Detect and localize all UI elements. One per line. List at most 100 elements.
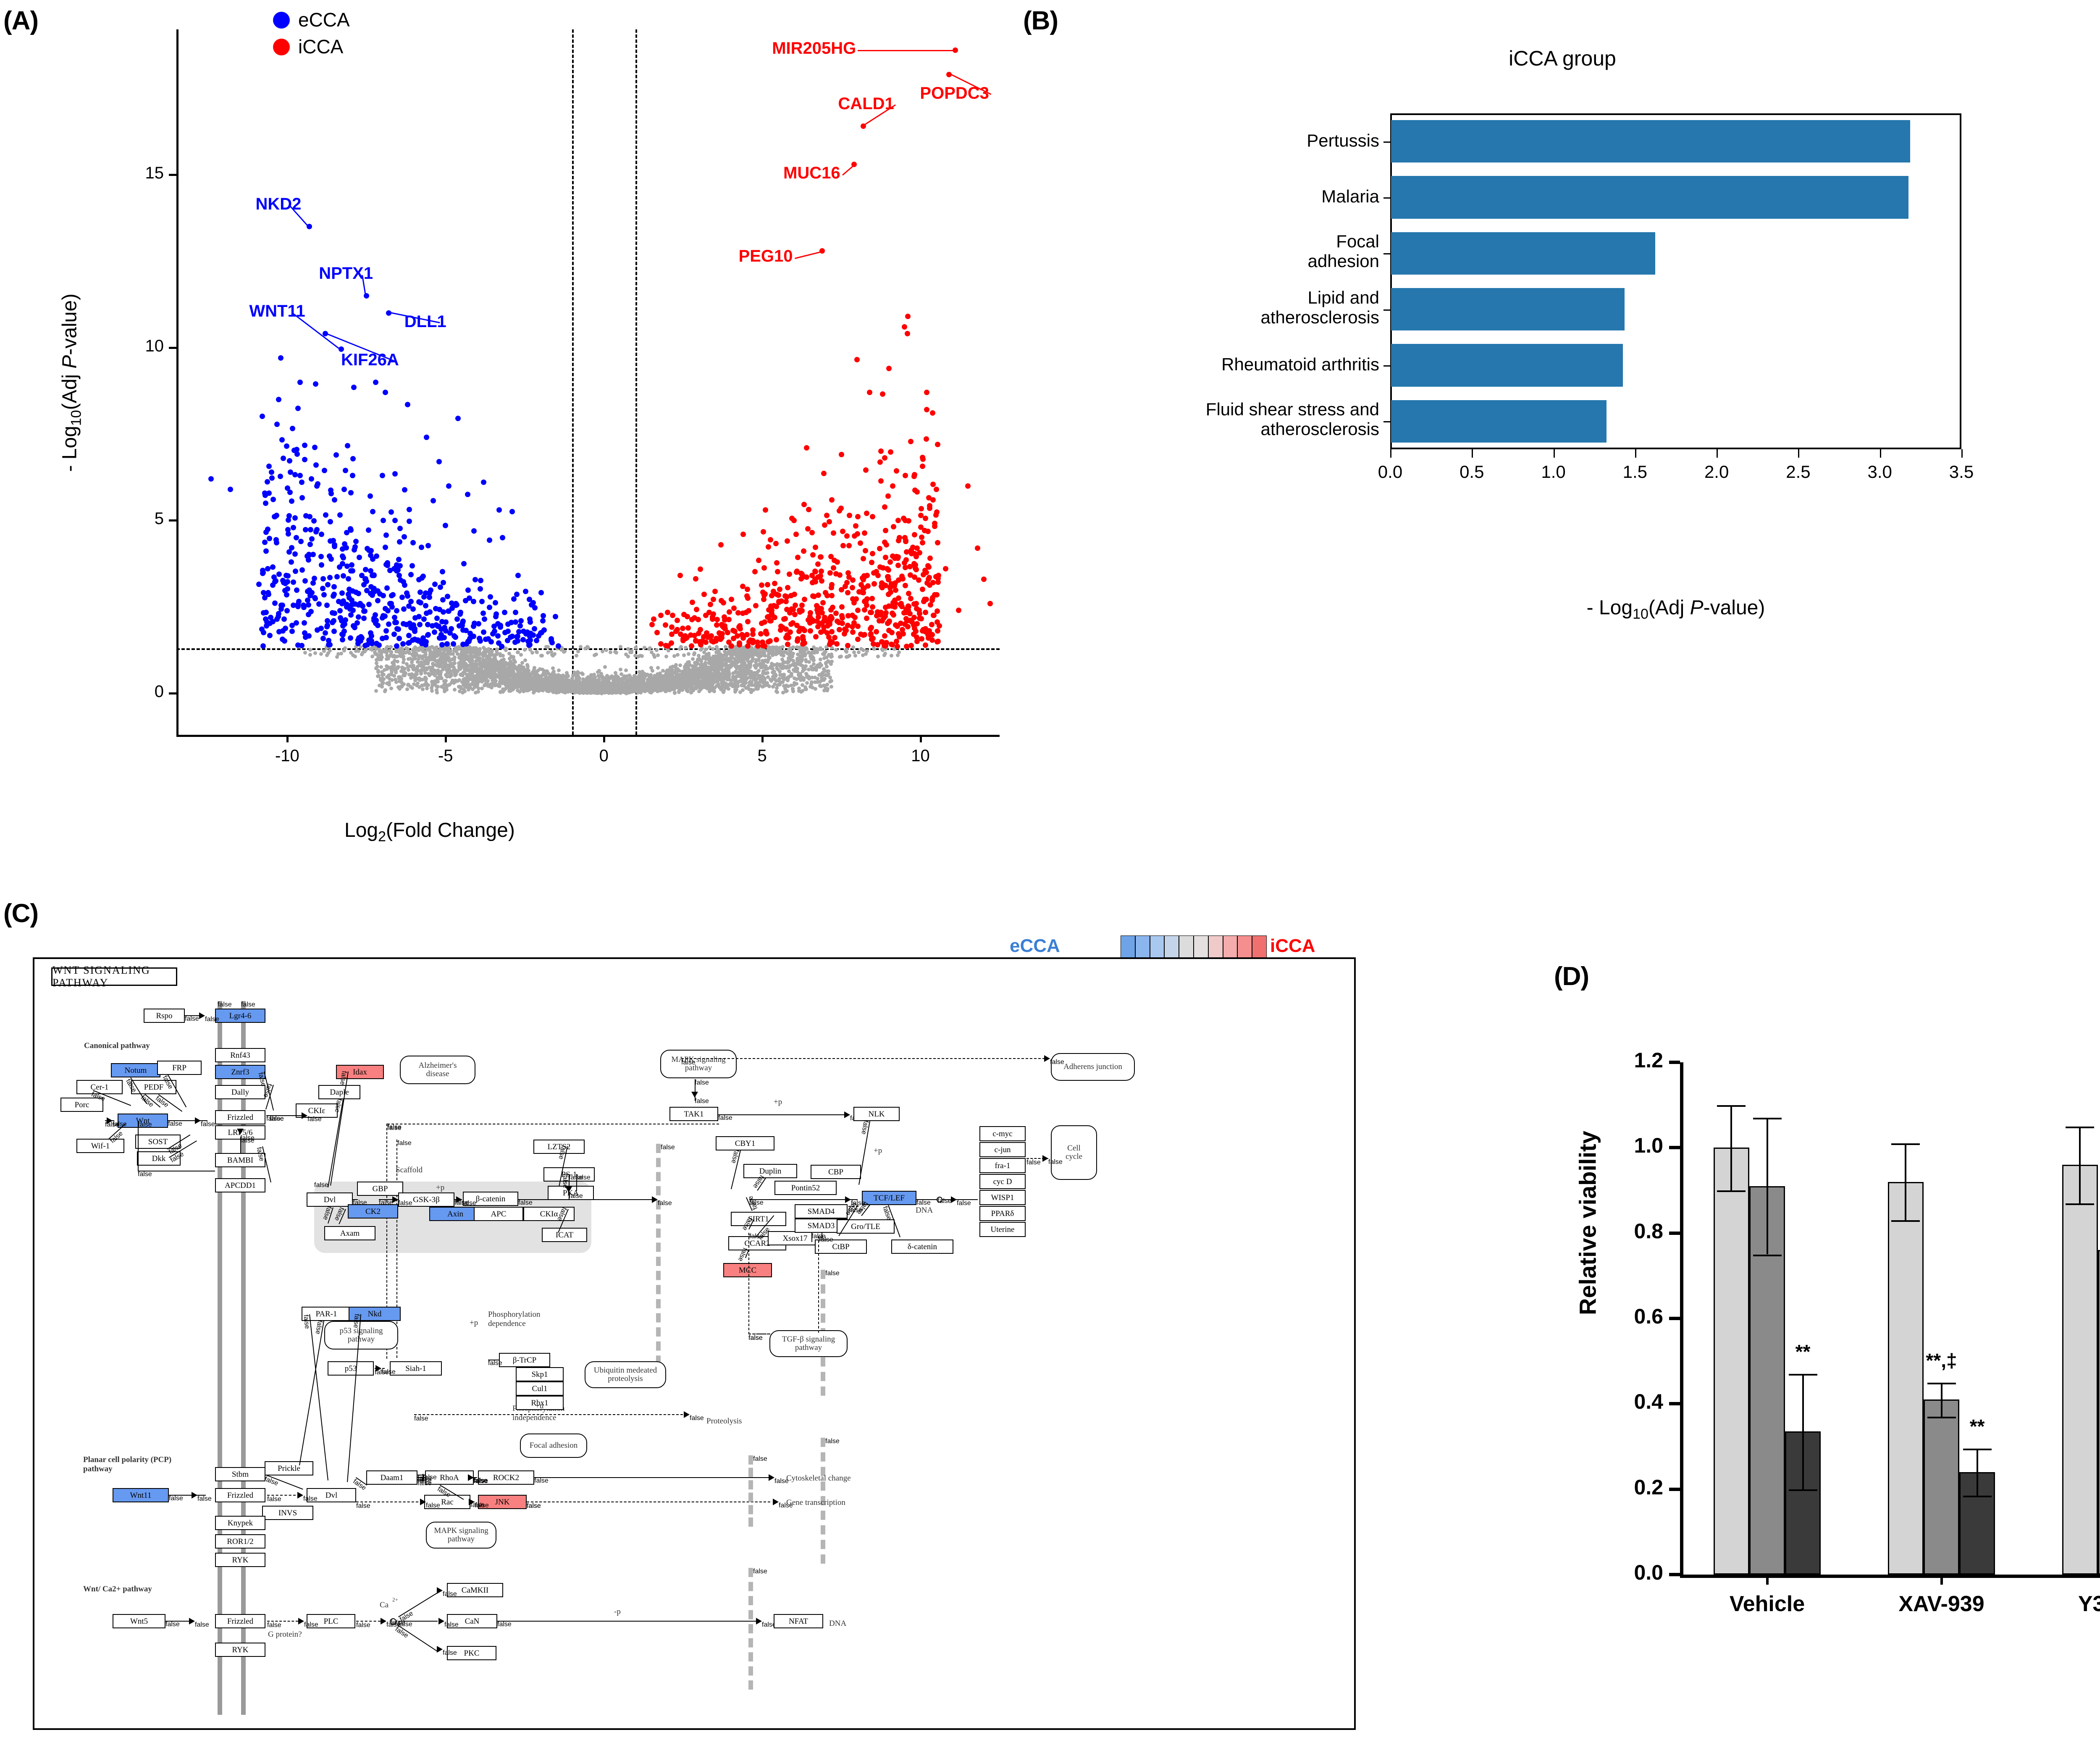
volcano-point (457, 678, 461, 682)
volcano-x-tick (603, 735, 605, 742)
volcano-point (337, 512, 343, 518)
volcano-point (346, 576, 352, 582)
volcano-point (289, 426, 295, 432)
volcano-point (777, 676, 781, 681)
volcano-point (865, 649, 869, 653)
volcano-point (701, 669, 705, 673)
volcano-point (791, 668, 795, 672)
volcano-point (459, 654, 463, 658)
volcano-point (441, 659, 446, 663)
volcano-point (351, 653, 355, 658)
volcano-point (269, 475, 275, 481)
volcano-point (402, 534, 407, 540)
volcano-point (467, 676, 471, 680)
volcano-point (418, 654, 422, 658)
volcano-point (331, 537, 336, 543)
volcano-point (735, 680, 740, 684)
volcano-point (677, 669, 682, 673)
volcano-point (340, 573, 346, 579)
volcano-point (383, 668, 387, 672)
volcano-y-tick (169, 173, 176, 176)
volcano-point (676, 681, 680, 685)
volcano-point (709, 657, 714, 661)
volcano-point (738, 650, 742, 654)
volcano-point (320, 576, 326, 582)
volcano-point (533, 686, 537, 690)
volcano-point (611, 675, 615, 679)
volcano-point (638, 680, 643, 684)
volcano-point (299, 567, 305, 573)
volcano-point (286, 549, 292, 555)
volcano-point (318, 626, 324, 632)
volcano-point (339, 637, 345, 642)
volcano-point (490, 649, 494, 653)
volcano-point (308, 527, 314, 533)
volcano-point (208, 476, 214, 482)
volcano-point (852, 650, 856, 654)
volcano-point (476, 621, 482, 627)
volcano-point (627, 673, 631, 677)
volcano-point (597, 690, 601, 694)
volcano-point (780, 657, 784, 661)
volcano-point (802, 648, 806, 652)
volcano-point (559, 676, 564, 680)
volcano-point (626, 654, 630, 658)
volcano-point (302, 443, 308, 448)
volcano-point (518, 618, 524, 624)
volcano-point (419, 545, 425, 550)
volcano-point (522, 689, 526, 693)
volcano-point (396, 636, 402, 642)
volcano-point (265, 590, 271, 595)
volcano-point (795, 669, 800, 673)
volcano-point (339, 652, 343, 656)
volcano-point (611, 678, 615, 682)
volcano-point (525, 673, 529, 678)
volcano-point (720, 668, 724, 672)
volcano-point (501, 687, 505, 691)
volcano-point (391, 667, 396, 671)
volcano-point (633, 646, 638, 650)
volcano-point (423, 603, 428, 609)
volcano-point (402, 658, 406, 662)
volcano-point (540, 653, 544, 658)
volcano-point (705, 667, 709, 671)
volcano-point (349, 562, 354, 568)
volcano-point (798, 678, 803, 682)
volcano-point (262, 595, 268, 601)
volcano-point (440, 609, 446, 615)
volcano-point (285, 531, 291, 537)
volcano-point (845, 650, 849, 654)
volcano-point (274, 616, 280, 622)
volcano-point (845, 655, 849, 659)
volcano-point (472, 577, 478, 583)
volcano-point (431, 657, 435, 661)
volcano-point (453, 688, 457, 692)
volcano-point (277, 473, 283, 479)
volcano-point (757, 668, 761, 673)
volcano-point (896, 653, 900, 658)
volcano-point (443, 682, 447, 686)
volcano-point (617, 684, 621, 688)
volcano-point (301, 620, 307, 626)
panel-a-volcano: (A) eCCA iCCA -10 -5 0 5 10 0 5 10 15 NKD2 NPTX1 WN… (0, 0, 1029, 894)
volcano-point (481, 616, 487, 622)
volcano-point (514, 591, 520, 597)
volcano-point (721, 690, 725, 694)
volcano-point (289, 498, 295, 504)
volcano-point (374, 661, 378, 666)
volcano-point (383, 532, 389, 538)
volcano-point (695, 667, 699, 671)
volcano-point (527, 642, 533, 647)
volcano-point (724, 666, 728, 671)
volcano-point (389, 687, 394, 691)
volcano-point (322, 630, 328, 636)
volcano-point (419, 664, 423, 668)
volcano-point (769, 661, 774, 666)
volcano-point (807, 660, 811, 664)
volcano-scatter-area: -10 -5 0 5 10 0 5 10 15 NKD2 NPTX1 WNT11 DLL1 KIF26A M… (145, 29, 1000, 765)
volcano-point (384, 585, 390, 591)
volcano-point (343, 617, 349, 623)
volcano-point (789, 654, 793, 658)
volcano-point (394, 619, 399, 625)
volcano-point (417, 589, 423, 595)
